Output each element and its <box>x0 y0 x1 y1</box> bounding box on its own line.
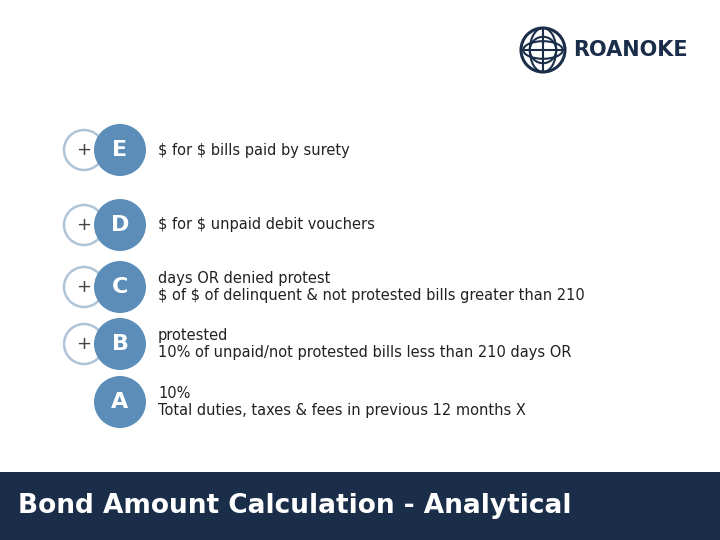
Text: protested: protested <box>158 328 228 343</box>
Text: C: C <box>112 277 128 297</box>
Text: Bond Amount Calculation - Analytical: Bond Amount Calculation - Analytical <box>18 493 572 519</box>
Text: days OR denied protest: days OR denied protest <box>158 271 330 286</box>
Text: Total duties, taxes & fees in previous 12 months X: Total duties, taxes & fees in previous 1… <box>158 403 526 418</box>
Text: D: D <box>111 215 129 235</box>
Circle shape <box>94 199 146 251</box>
Text: +: + <box>76 278 91 296</box>
Text: +: + <box>76 335 91 353</box>
Text: \$ of \$ of delinquent & not protested bills greater than 210: \$ of \$ of delinquent & not protested b… <box>158 288 585 303</box>
Circle shape <box>94 124 146 176</box>
Text: \$ for \$ unpaid debit vouchers: \$ for \$ unpaid debit vouchers <box>158 218 375 233</box>
Text: +: + <box>76 141 91 159</box>
Circle shape <box>94 318 146 370</box>
Text: B: B <box>112 334 128 354</box>
Circle shape <box>94 261 146 313</box>
Circle shape <box>94 376 146 428</box>
Text: ROANOKE: ROANOKE <box>573 40 688 60</box>
Text: A: A <box>112 392 129 412</box>
Text: \$ for \$ bills paid by surety: \$ for \$ bills paid by surety <box>158 143 350 158</box>
Circle shape <box>64 205 104 245</box>
FancyBboxPatch shape <box>0 472 720 540</box>
Text: 10%: 10% <box>158 386 190 401</box>
Text: +: + <box>76 216 91 234</box>
Circle shape <box>64 324 104 364</box>
Text: E: E <box>112 140 127 160</box>
Circle shape <box>64 130 104 170</box>
Circle shape <box>64 267 104 307</box>
Text: 10% of unpaid/not protested bills less than 210 days OR: 10% of unpaid/not protested bills less t… <box>158 345 572 360</box>
